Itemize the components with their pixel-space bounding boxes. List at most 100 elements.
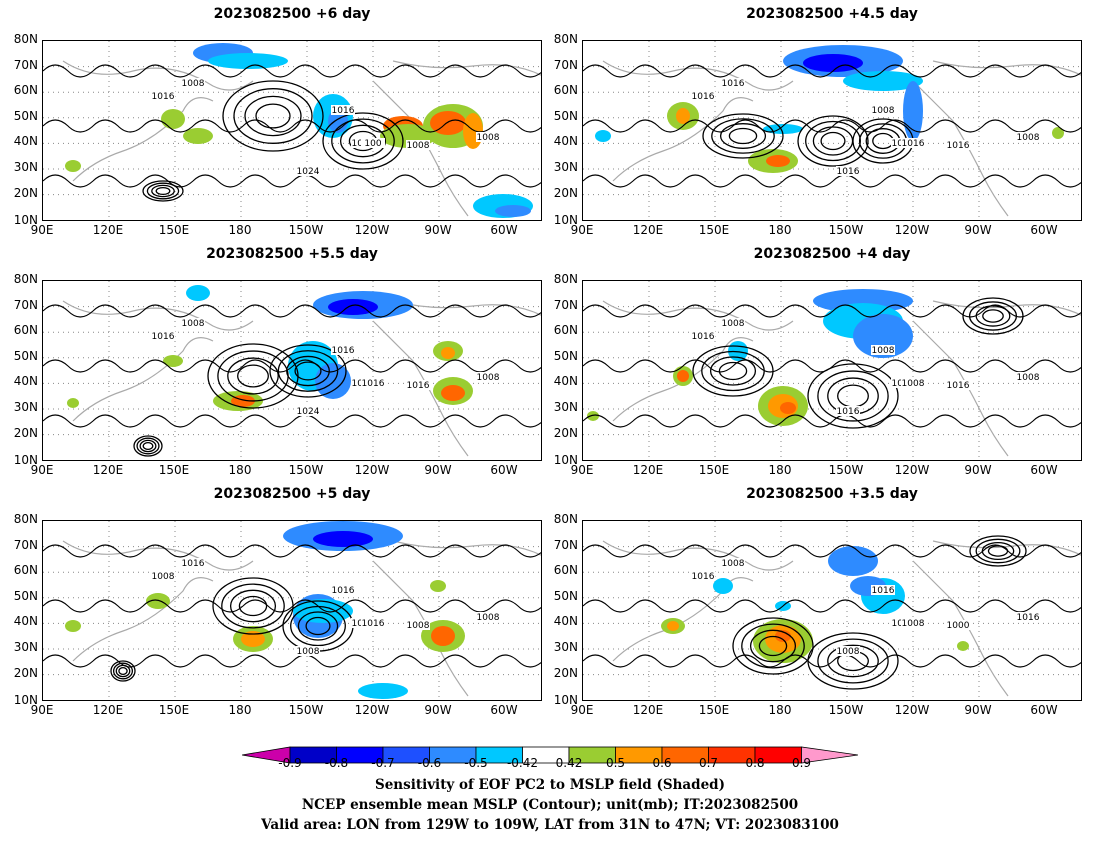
lat-tick-label: 80N bbox=[553, 272, 578, 286]
mslp-contour bbox=[43, 64, 541, 78]
contour-label: 1016 bbox=[947, 381, 970, 391]
mslp-contour bbox=[118, 666, 128, 676]
lat-tick-label: 10N bbox=[553, 693, 578, 707]
lat-tick-label: 40N bbox=[553, 134, 578, 149]
mslp-contour bbox=[212, 577, 294, 635]
contour-label: 1000 bbox=[947, 621, 970, 631]
contour-label: 1008 bbox=[1017, 373, 1040, 383]
contour-label-bg bbox=[181, 558, 205, 568]
map-svg: 10081016101610081016100810081016 bbox=[43, 521, 541, 700]
map-frame: 1016100810161024100810081008100 bbox=[42, 40, 542, 221]
sensitivity-shading bbox=[65, 620, 81, 632]
colorbar-tick-label: -0.9 bbox=[278, 756, 302, 770]
lat-tick-label: 80N bbox=[553, 512, 578, 526]
lon-tick-label: 120E bbox=[632, 463, 664, 477]
mslp-contour bbox=[758, 635, 788, 657]
contour-label-bg bbox=[476, 372, 500, 382]
lat-tick-label: 20N bbox=[13, 185, 38, 200]
mslp-contour bbox=[969, 535, 1027, 567]
contour-label-bg bbox=[361, 378, 385, 388]
lat-tick-label: 60N bbox=[553, 323, 578, 338]
lon-tick-label: 180 bbox=[228, 223, 252, 237]
contour-label-bg bbox=[721, 558, 745, 568]
contour-label: 1008 bbox=[837, 647, 860, 657]
contour-label: 1008 bbox=[477, 613, 500, 623]
mslp-contour bbox=[339, 124, 387, 158]
mslp-contour bbox=[807, 632, 899, 690]
mslp-contour bbox=[962, 297, 1024, 335]
contour-label-bg bbox=[151, 571, 175, 581]
contour-label-bg bbox=[1016, 612, 1040, 622]
mslp-contour bbox=[233, 88, 313, 144]
sensitivity-shading bbox=[163, 355, 183, 367]
mslp-contour bbox=[238, 595, 268, 617]
mslp-contour bbox=[112, 662, 134, 680]
sensitivity-shading bbox=[463, 113, 483, 149]
sensitivity-shading bbox=[853, 314, 913, 358]
coastline bbox=[62, 540, 541, 697]
lon-tick-label: 120W bbox=[894, 703, 930, 717]
lat-tick-label: 30N bbox=[553, 640, 578, 654]
contour-label-bg bbox=[901, 378, 925, 388]
sensitivity-shading bbox=[957, 641, 969, 651]
lon-tick-label: 150W bbox=[288, 703, 324, 717]
contour-label-bg bbox=[476, 612, 500, 622]
mslp-contour bbox=[583, 599, 1081, 613]
lat-tick-label: 60N bbox=[13, 563, 38, 578]
lon-tick-label: 150W bbox=[828, 223, 864, 237]
lat-tick-label: 40N bbox=[553, 614, 578, 629]
contour-label-bg bbox=[331, 105, 355, 115]
colorbar-tick-label: -0.5 bbox=[464, 756, 488, 770]
contour-label-bg bbox=[406, 380, 430, 390]
mslp-contour bbox=[709, 356, 757, 386]
lon-tick-label: 150E bbox=[698, 223, 730, 237]
lat-tick-label: 40N bbox=[13, 374, 38, 389]
mslp-contour bbox=[719, 123, 767, 149]
lat-tick-label: 30N bbox=[553, 400, 578, 414]
contour-label: 1016 bbox=[332, 346, 355, 356]
mslp-contour bbox=[146, 182, 180, 200]
contour-label: 1024 bbox=[297, 407, 320, 417]
lon-tick-label: 60W bbox=[490, 463, 518, 477]
sensitivity-shading bbox=[587, 411, 599, 421]
sensitivity-shading bbox=[161, 109, 185, 129]
contour-label: 1016 bbox=[692, 572, 715, 582]
mslp-contour bbox=[151, 184, 175, 198]
mslp-contour bbox=[975, 538, 1021, 564]
contour-label-bg bbox=[871, 585, 895, 595]
lat-tick-label: 70N bbox=[553, 57, 578, 72]
sensitivity-shading bbox=[667, 621, 679, 631]
contour-label: 1008 bbox=[182, 79, 205, 89]
colorbar-tick-label: 0.8 bbox=[745, 756, 765, 770]
sensitivity-shading bbox=[441, 347, 455, 359]
contour-label-bg bbox=[406, 140, 430, 150]
lat-tick-label: 10N bbox=[553, 213, 578, 227]
contour-label: 1016 bbox=[902, 139, 925, 149]
lon-tick-label: 150W bbox=[828, 703, 864, 717]
lat-tick-label: 20N bbox=[553, 425, 578, 440]
contour-label: 1016 bbox=[722, 79, 745, 89]
contour-label-bg bbox=[691, 571, 715, 581]
contour-label-bg bbox=[406, 620, 430, 630]
contour-label-bg bbox=[296, 406, 320, 416]
lat-tick-label: 50N bbox=[553, 348, 578, 363]
sensitivity-shading bbox=[67, 398, 79, 408]
lat-tick-label: 60N bbox=[13, 323, 38, 338]
colorbar-tick-label: -0.42 bbox=[506, 756, 539, 770]
mslp-contour bbox=[237, 364, 269, 388]
mslp-contour bbox=[142, 180, 184, 202]
sensitivity-shading bbox=[241, 631, 265, 647]
map-svg: 10161008101610081016100010161008 bbox=[583, 521, 1081, 700]
sensitivity-shading bbox=[315, 363, 351, 399]
sensitivity-shading bbox=[713, 578, 733, 594]
mslp-contour bbox=[294, 361, 322, 381]
mslp-contour bbox=[692, 345, 774, 397]
lon-tick-label: 150W bbox=[288, 223, 324, 237]
map-frame: 10081016101610081016100810081016 bbox=[42, 520, 542, 701]
lat-tick-label: 50N bbox=[553, 108, 578, 123]
coastline bbox=[602, 300, 1081, 457]
colorbar-high-end bbox=[801, 746, 858, 764]
contour-label-bg bbox=[836, 406, 860, 416]
lat-tick-label: 70N bbox=[553, 297, 578, 312]
lon-tick-label: 90W bbox=[964, 463, 992, 477]
